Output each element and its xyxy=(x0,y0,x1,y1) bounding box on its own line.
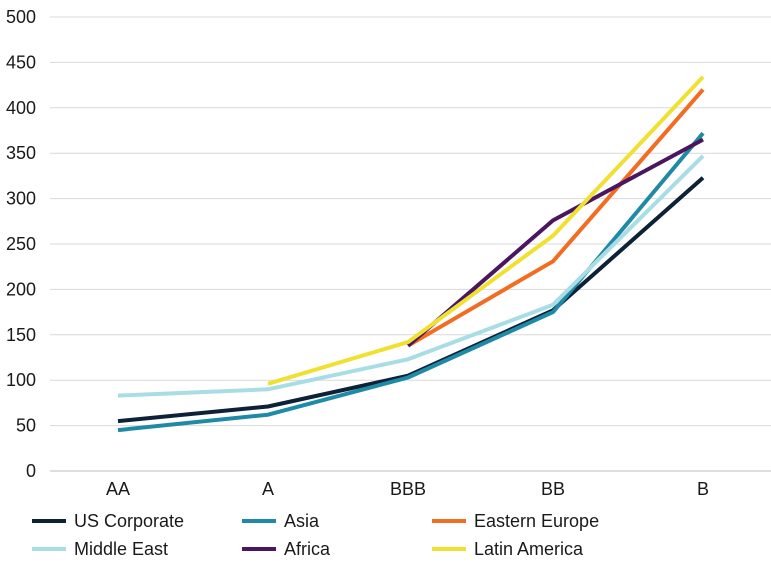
legend-label-africa: Africa xyxy=(284,539,331,559)
series-line-eastern-europe xyxy=(406,88,705,348)
x-tick-label: A xyxy=(262,479,274,499)
legend-label-asia: Asia xyxy=(284,511,320,531)
y-tick-label: 400 xyxy=(6,98,36,118)
x-tick-label: AA xyxy=(106,479,130,499)
series-line-asia xyxy=(117,131,705,433)
y-tick-label: 50 xyxy=(16,416,36,436)
x-tick-label: B xyxy=(697,479,709,499)
y-tick-label: 200 xyxy=(6,279,36,299)
y-tick-label: 0 xyxy=(26,461,36,481)
y-tick-label: 100 xyxy=(6,370,36,390)
legend-label-eastern-europe: Eastern Europe xyxy=(474,511,599,531)
y-tick-label: 250 xyxy=(6,234,36,254)
x-tick-label: BBB xyxy=(390,479,426,499)
legend-label-us-corporate: US Corporate xyxy=(74,511,184,531)
series-line-middle-east xyxy=(117,154,705,398)
series-line-us-corporate xyxy=(117,176,705,424)
y-axis-ticks: 0 50 100 150 200 250 300 350 400 450 500 xyxy=(6,7,36,481)
legend-label-middle-east: Middle East xyxy=(74,539,168,559)
y-tick-label: 300 xyxy=(6,189,36,209)
series-line-africa xyxy=(406,137,704,348)
x-tick-label: BB xyxy=(541,479,565,499)
legend: US Corporate Asia Eastern Europe Middle Eas… xyxy=(32,511,599,559)
y-tick-label: 150 xyxy=(6,325,36,345)
y-tick-label: 350 xyxy=(6,143,36,163)
series-line-latin-america xyxy=(267,75,705,386)
series-lines xyxy=(117,75,705,433)
y-tick-label: 500 xyxy=(6,7,36,27)
gridlines xyxy=(50,16,771,472)
legend-label-latin-america: Latin America xyxy=(474,539,584,559)
x-axis-ticks: AA A BBB BB B xyxy=(106,479,709,499)
y-tick-label: 450 xyxy=(6,52,36,72)
